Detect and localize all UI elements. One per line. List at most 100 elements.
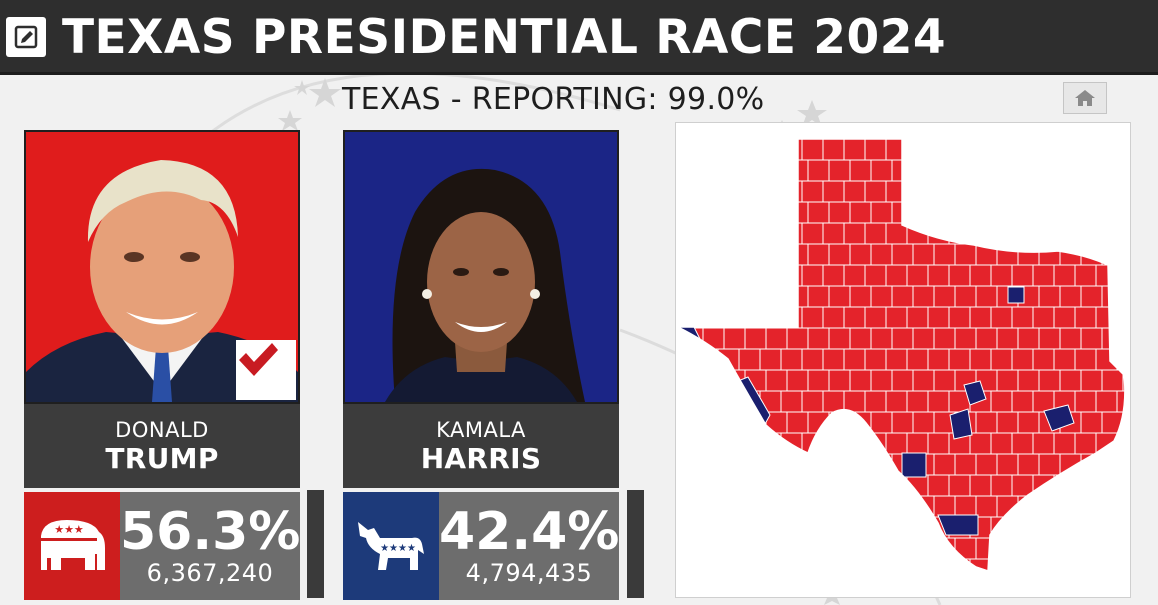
county [948, 139, 971, 161]
county [744, 453, 767, 476]
county [906, 390, 929, 413]
county [933, 201, 956, 224]
county [1074, 558, 1097, 571]
county [765, 537, 788, 560]
county [871, 580, 892, 597]
county [1011, 390, 1034, 413]
county [1032, 516, 1055, 539]
candidate-first-name: KAMALA [436, 418, 526, 442]
county [1011, 306, 1034, 329]
county [927, 139, 950, 161]
county [1095, 306, 1118, 329]
county [765, 453, 788, 476]
county [745, 580, 766, 597]
county [786, 369, 809, 392]
page-title: TEXAS PRESIDENTIAL RACE 2024 [62, 10, 947, 65]
home-icon [1075, 90, 1095, 106]
county [1116, 348, 1125, 371]
candidate-name-plate: DONALD TRUMP [24, 404, 300, 488]
candidate-card-trump[interactable]: DONALD TRUMP ★★★ 56.3% 6,367,240 [24, 130, 300, 600]
county [933, 159, 956, 182]
county [780, 558, 803, 571]
county [1053, 264, 1076, 287]
county [996, 159, 1019, 182]
county [1074, 516, 1097, 539]
county [717, 432, 740, 455]
county [996, 411, 1019, 434]
county [948, 264, 971, 287]
county [927, 222, 950, 245]
county [1011, 348, 1034, 371]
county [891, 537, 914, 560]
county [1038, 327, 1061, 350]
county [843, 222, 866, 245]
county [807, 285, 830, 308]
county [744, 495, 767, 518]
county [849, 159, 872, 182]
edit-button[interactable] [6, 17, 46, 57]
county [759, 516, 782, 539]
county [744, 159, 767, 182]
county [864, 516, 887, 539]
texas-county-map[interactable] [676, 123, 1130, 597]
county [702, 495, 725, 518]
county [1032, 558, 1055, 571]
county [1039, 580, 1060, 597]
county [807, 159, 830, 182]
county [849, 495, 872, 518]
county [997, 580, 1018, 597]
county [807, 243, 830, 266]
home-button[interactable] [1063, 82, 1107, 114]
county [1080, 159, 1103, 182]
donkey-icon: ★★★★ [358, 522, 424, 570]
county [723, 159, 746, 182]
county [906, 306, 929, 329]
county [801, 516, 824, 539]
county [927, 558, 950, 571]
county [681, 369, 704, 392]
county [717, 474, 740, 497]
vote-result-harris: 42.4% 4,794,435 [439, 492, 619, 600]
county [696, 432, 719, 455]
county [1074, 139, 1097, 161]
county [885, 558, 908, 571]
county [738, 432, 761, 455]
county [678, 390, 698, 413]
county [850, 580, 871, 597]
county [1101, 327, 1124, 350]
county [1080, 537, 1103, 560]
county [912, 411, 935, 434]
county [969, 264, 992, 287]
county [1116, 222, 1125, 245]
county [744, 327, 767, 350]
candidate-card-harris[interactable]: KAMALA HARRIS ★★★★ 42.4% 4,794,435 [343, 130, 619, 600]
county [801, 558, 824, 571]
county [801, 180, 824, 203]
county [975, 327, 998, 350]
county [1059, 369, 1082, 392]
county [885, 306, 908, 329]
reporting-status: TEXAS - REPORTING: 99.0% [342, 82, 765, 117]
svg-text:★★★★: ★★★★ [380, 543, 416, 554]
county [912, 159, 935, 182]
county [843, 558, 866, 571]
checkmark-icon [239, 343, 278, 376]
county-democratic [1043, 404, 1075, 432]
county [723, 453, 746, 476]
county [717, 139, 740, 161]
county [738, 348, 761, 371]
county [927, 264, 950, 287]
county [891, 495, 914, 518]
county [912, 285, 935, 308]
county [738, 180, 761, 203]
county [975, 453, 998, 476]
county [927, 390, 950, 413]
county [912, 327, 935, 350]
county [1038, 285, 1061, 308]
county [681, 159, 704, 182]
county [801, 264, 824, 287]
county [765, 369, 788, 392]
county [885, 390, 908, 413]
county [996, 537, 1019, 560]
county [954, 495, 977, 518]
